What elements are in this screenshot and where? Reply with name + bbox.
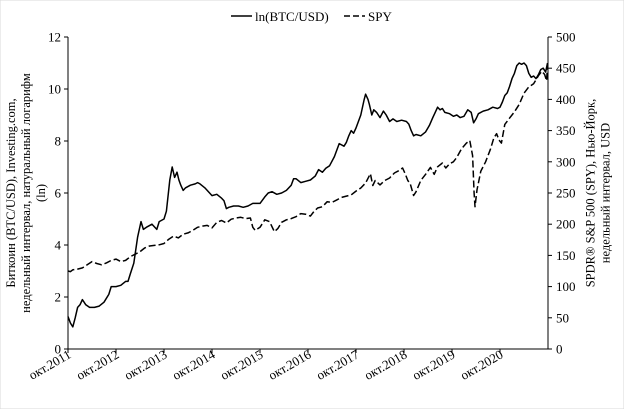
legend-label-btc: ln(BTC/USD) xyxy=(255,9,329,24)
legend-label-spy: SPY xyxy=(368,9,392,24)
axes xyxy=(64,36,552,353)
y-left-tick-label: 2 xyxy=(55,290,62,305)
y-left-tick-label: 8 xyxy=(55,134,62,149)
y-right-tick-label: 150 xyxy=(556,248,576,263)
series-line-btc xyxy=(67,62,549,328)
y-right-tick-label: 400 xyxy=(556,92,576,107)
y-right-tick-label: 100 xyxy=(556,279,576,294)
y-right-tick-label: 300 xyxy=(556,154,576,169)
y-right-axis-label: SPDR® S&P 500 (SPY), Нью-Йорк,недельный … xyxy=(584,99,613,288)
y-right-tick-label: 500 xyxy=(556,30,576,45)
y-right-tick-label: 350 xyxy=(556,123,576,138)
y-left-tick-label: 4 xyxy=(55,238,62,253)
y-right-tick-label: 450 xyxy=(556,61,576,76)
y-right-tick-label: 200 xyxy=(556,217,576,232)
y-left-tick-label: 10 xyxy=(48,82,61,97)
y-right-tick-label: 250 xyxy=(556,186,576,201)
y-left-tick-label: 12 xyxy=(48,30,61,45)
y-left-tick-label: 0 xyxy=(55,342,62,357)
series-lines xyxy=(67,62,549,328)
y-left-axis-label: Биткоин (BTC/USD), Investing.com,недельн… xyxy=(4,73,48,313)
legend: ln(BTC/USD) SPY xyxy=(231,9,392,24)
y-right-tick-labels: 0 50 100 150 200 250 300 350 400 450 500 xyxy=(556,30,576,357)
y-right-tick-label: 50 xyxy=(556,310,569,325)
y-left-tick-label: 6 xyxy=(55,186,62,201)
y-right-tick-label: 0 xyxy=(556,342,563,357)
y-left-tick-labels: 0 2 4 6 8 10 12 xyxy=(48,30,62,357)
series-line-spy xyxy=(67,65,549,273)
